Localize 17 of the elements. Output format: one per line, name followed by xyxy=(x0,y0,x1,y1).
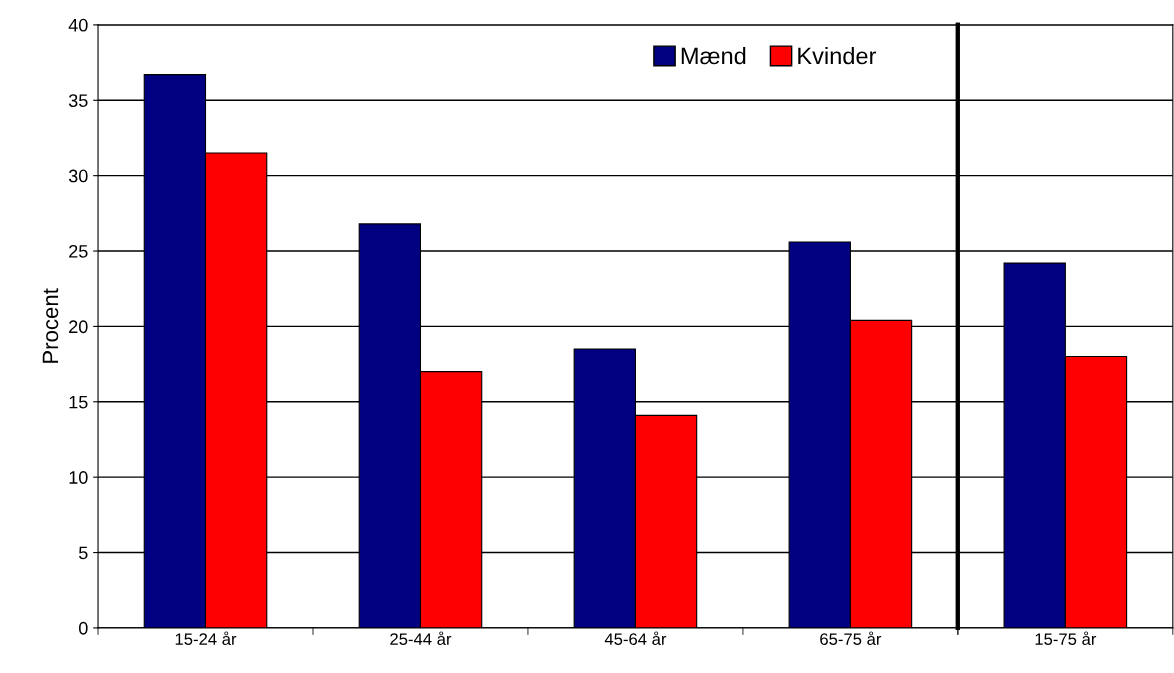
y-tick-label: 40 xyxy=(68,18,88,32)
y-tick-label: 0 xyxy=(78,621,88,635)
y-tick-label: 30 xyxy=(68,169,88,183)
y-tick-label: 15 xyxy=(69,395,88,409)
legend-label: Kvinder xyxy=(798,46,877,65)
legend-label: Mænd xyxy=(681,46,746,65)
y-tick-label: 35 xyxy=(68,94,88,107)
y-tick-label: 20 xyxy=(69,320,88,334)
y-tick-label: 10 xyxy=(69,471,88,484)
y-tick-label: 25 xyxy=(69,244,88,258)
y-axis-title: Procent xyxy=(42,288,59,363)
x-tick-label: 25-44 år xyxy=(390,631,452,646)
y-tick-label: 5 xyxy=(78,546,88,560)
x-tick-label: 65-75 år xyxy=(820,631,882,646)
x-tick-label: 15-75 år xyxy=(1035,631,1097,646)
x-tick-label: 15-24 år xyxy=(175,631,237,646)
x-tick-label: 45-64 år xyxy=(604,631,667,646)
